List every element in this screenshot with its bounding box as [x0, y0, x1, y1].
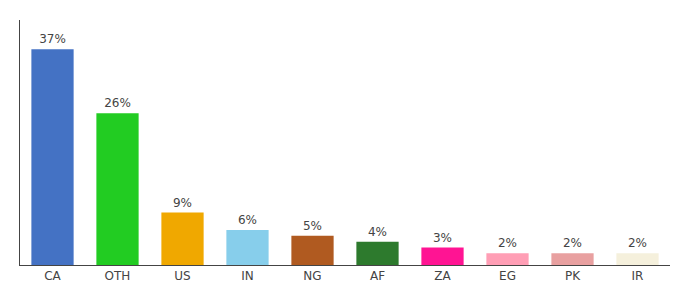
- svg-text:IN: IN: [241, 269, 254, 283]
- svg-text:9%: 9%: [173, 196, 192, 210]
- svg-text:2%: 2%: [498, 236, 517, 250]
- svg-text:3%: 3%: [433, 231, 452, 245]
- svg-text:2%: 2%: [628, 236, 647, 250]
- svg-text:4%: 4%: [368, 225, 387, 239]
- svg-text:NG: NG: [303, 269, 321, 283]
- svg-text:2%: 2%: [563, 236, 582, 250]
- svg-text:IR: IR: [632, 269, 644, 283]
- svg-text:EG: EG: [499, 269, 516, 283]
- svg-text:37%: 37%: [39, 32, 66, 46]
- svg-text:AF: AF: [370, 269, 385, 283]
- svg-text:26%: 26%: [104, 96, 131, 110]
- svg-text:OTH: OTH: [105, 269, 131, 283]
- svg-text:6%: 6%: [238, 213, 257, 227]
- svg-text:US: US: [174, 269, 190, 283]
- svg-text:PK: PK: [565, 269, 581, 283]
- svg-text:5%: 5%: [303, 219, 322, 233]
- svg-text:CA: CA: [44, 269, 61, 283]
- svg-text:ZA: ZA: [434, 269, 451, 283]
